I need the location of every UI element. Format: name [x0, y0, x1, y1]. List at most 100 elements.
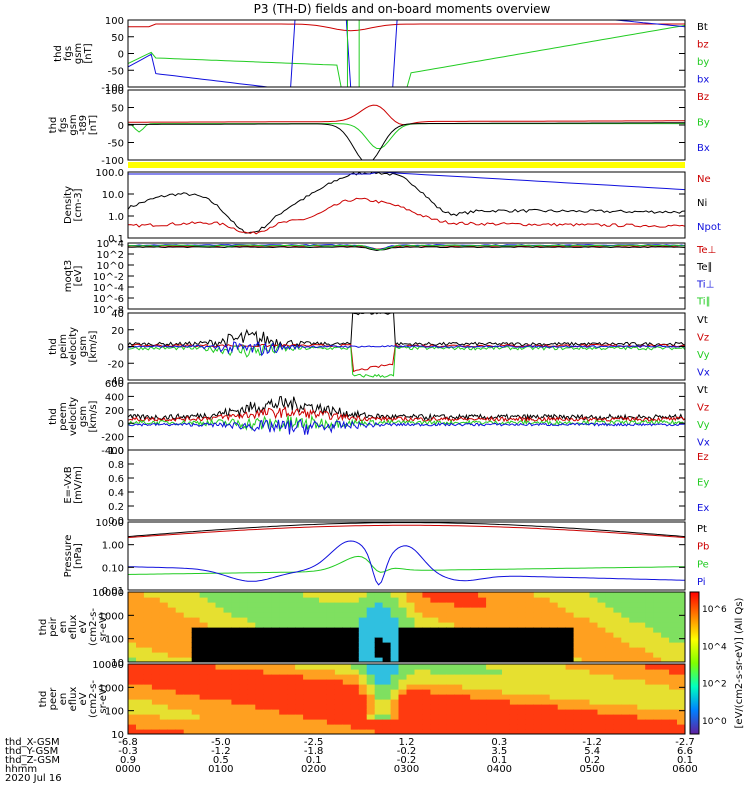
spectro-cell: [422, 652, 431, 658]
spectro-cell: [263, 684, 272, 690]
spectro-cell: [382, 622, 392, 628]
spectro-cell: [136, 642, 145, 648]
spectro-cell: [525, 647, 535, 653]
spectro-cell: [398, 674, 408, 680]
spectro-cell: [175, 632, 185, 638]
spectro-cell: [541, 664, 551, 670]
spectro-cell: [183, 637, 193, 643]
ytick-label: 100.0: [95, 168, 124, 179]
spectro-cell: [374, 699, 384, 705]
spectro-cell: [557, 617, 567, 623]
spectro-cell: [279, 694, 288, 700]
spectro-cell: [446, 679, 455, 685]
spectro-cell: [263, 709, 272, 715]
spectro-cell: [366, 597, 376, 603]
spectro-cell: [247, 669, 256, 675]
spectro-cell: [191, 674, 201, 680]
spectro-cell: [549, 684, 559, 690]
spectro-cell: [541, 652, 551, 658]
spectro-cell: [128, 724, 137, 730]
ytick-label: -200: [101, 433, 124, 444]
spectro-cell: [621, 607, 630, 613]
spectro-cell: [581, 657, 591, 662]
spectro-cell: [303, 669, 312, 675]
spectro-cell: [350, 637, 360, 643]
spectro-cell: [199, 689, 209, 695]
spectro-cell: [677, 592, 685, 598]
spectro-cell: [136, 719, 145, 725]
spectro-cell: [422, 592, 431, 598]
spectro-cell: [573, 637, 583, 643]
spectro-cell: [494, 679, 503, 685]
spectro-cell: [502, 704, 511, 710]
spectro-cell: [287, 622, 296, 628]
spectro-cell: [128, 637, 137, 643]
spectro-cell: [478, 617, 487, 623]
spectro-cell: [334, 704, 344, 710]
spectro-cell: [414, 622, 424, 628]
spectro-cell: [438, 647, 447, 653]
spectro-cell: [128, 627, 137, 633]
spectro-cell: [621, 699, 630, 705]
spectro-cell: [414, 617, 424, 623]
spectro-cell: [263, 674, 272, 680]
spectro-cell: [502, 729, 511, 734]
spectro-cell: [549, 657, 559, 662]
spectro-cell: [605, 704, 614, 710]
spectro-cell: [271, 612, 280, 618]
spectro-cell: [247, 699, 256, 705]
spectro-cell: [263, 627, 272, 633]
spectro-cell: [533, 637, 543, 643]
spectro-cell: [645, 617, 654, 623]
spectro-cell: [366, 622, 376, 628]
spectro-cell: [422, 689, 431, 695]
ytick-label: 10000: [92, 660, 124, 671]
spectro-cell: [167, 602, 177, 608]
spectro-cell: [541, 699, 551, 705]
spectro-cell: [128, 657, 137, 662]
spectro-cell: [597, 642, 607, 648]
spectro-cell: [533, 642, 543, 648]
spectro-cell: [494, 664, 503, 670]
spectro-cell: [382, 617, 392, 623]
spectro-cell: [549, 724, 559, 730]
spectro-cell: [669, 627, 678, 633]
ytick-label: 10.0: [102, 190, 124, 201]
spectro-cell: [414, 674, 424, 680]
spectro-cell: [629, 669, 638, 675]
spectro-cell: [629, 632, 638, 638]
spectro-cell: [446, 612, 455, 618]
spectro-cell: [605, 657, 614, 662]
spectro-cell: [263, 664, 272, 670]
spectro-cell: [573, 617, 583, 623]
spectro-cell: [143, 612, 153, 618]
spectro-cell: [287, 664, 296, 670]
spectro-cell: [478, 597, 487, 603]
spectro-cell: [311, 664, 320, 670]
spectro-cell: [494, 637, 503, 643]
spectro-cell: [549, 694, 559, 700]
spectro-cell: [255, 679, 264, 685]
ytick-label: 0.1: [108, 234, 124, 245]
spectro-cell: [533, 689, 543, 695]
spectro-cell: [311, 647, 320, 653]
spectro-cell: [613, 664, 622, 670]
spectro-cell: [645, 607, 654, 613]
spectro-cell: [502, 592, 511, 598]
spectro-cell: [486, 699, 495, 705]
spectro-cell: [159, 597, 169, 603]
spectro-cell: [541, 684, 551, 690]
spectro-cell: [263, 679, 272, 685]
spectro-cell: [486, 704, 495, 710]
spectro-cell: [207, 694, 217, 700]
spectro-cell: [605, 719, 614, 725]
ytick-label: 0.4: [108, 488, 124, 499]
spectro-cell: [549, 612, 559, 618]
spectro-cell: [398, 679, 408, 685]
spectro-cell: [334, 647, 344, 653]
spectro-cell: [533, 664, 543, 670]
spectro-cell: [231, 699, 240, 705]
spectro-cell: [247, 729, 256, 734]
